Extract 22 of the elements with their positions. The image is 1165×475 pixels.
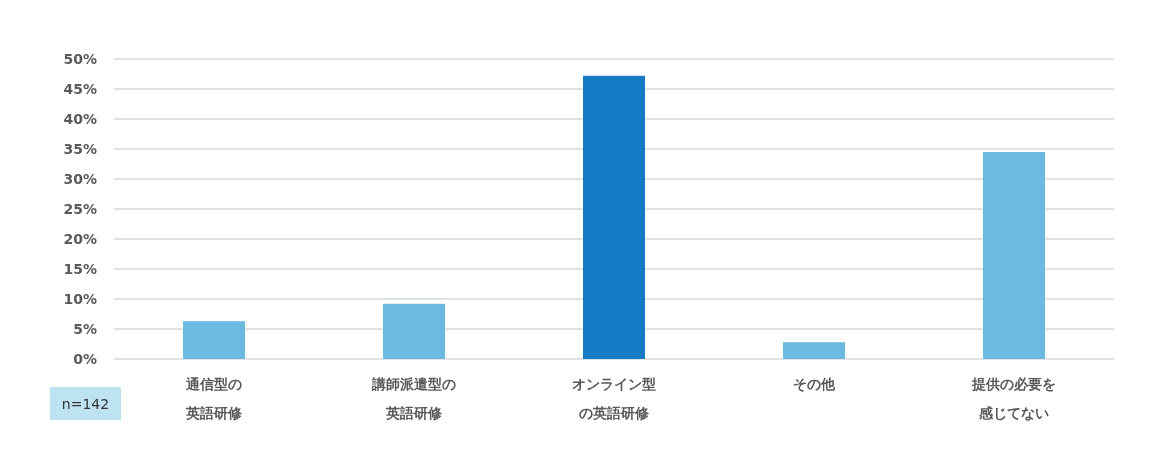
x-tick-label: その他	[793, 376, 836, 392]
y-tick-label: 30%	[63, 170, 97, 187]
text: n=142	[61, 395, 110, 412]
y-tick-label: 35%	[63, 140, 97, 157]
y-tick-label: 10%	[63, 290, 97, 307]
y-tick-label: 20%	[63, 230, 97, 247]
y-tick-label: 15%	[63, 260, 97, 277]
y-tick-label: 45%	[63, 80, 97, 97]
x-tick-label: 提供の必要を感じてない	[971, 376, 1056, 421]
x-tick-label: 通信型の英語研修	[185, 376, 243, 421]
bar	[783, 342, 845, 359]
bar	[983, 152, 1045, 359]
bar	[583, 75, 645, 359]
y-tick-label: 25%	[63, 200, 97, 217]
x-tick-label: 講師派遣型の英語研修	[371, 376, 456, 421]
y-tick-label: 5%	[73, 320, 97, 337]
bar	[183, 321, 245, 359]
y-tick-label: 0%	[73, 350, 97, 367]
y-tick-label: 40%	[63, 110, 97, 127]
y-tick-label: 50%	[63, 50, 97, 67]
x-tick-label: オンライン型の英語研修	[572, 376, 656, 421]
bar	[383, 303, 445, 359]
